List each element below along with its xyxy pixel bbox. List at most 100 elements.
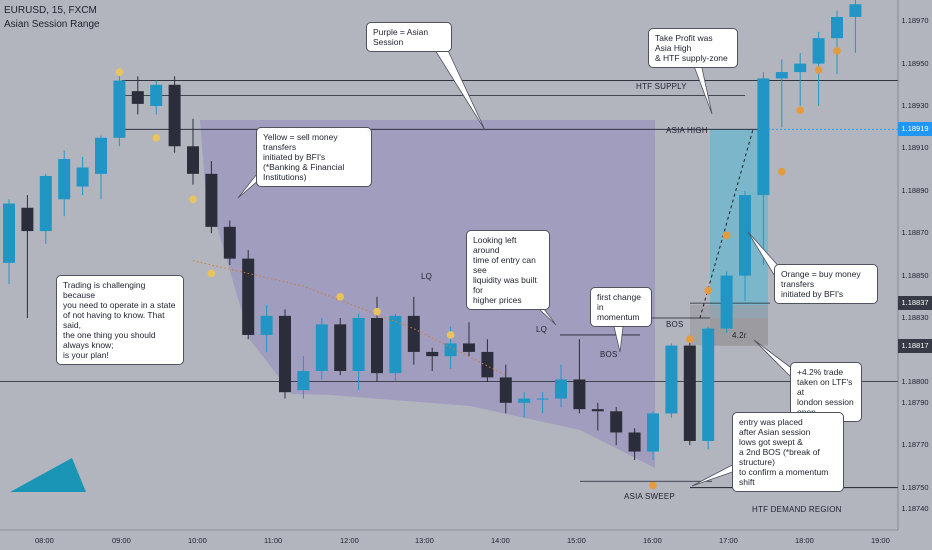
price-tick-label: 1.18740: [901, 503, 929, 513]
candle-body: [168, 84, 181, 147]
candle-body: [21, 207, 34, 232]
candle-body: [389, 315, 402, 374]
liquidity-dotted-line: [192, 260, 507, 376]
candle-body: [297, 371, 310, 391]
buy-transfer-dot: [704, 286, 712, 295]
buy-transfer-dot: [796, 106, 804, 115]
candle-body: [150, 84, 163, 106]
candle-body: [315, 324, 328, 371]
pointer-orange: [747, 231, 783, 279]
price-tick-label: 1.18790: [901, 397, 929, 407]
candle-body: [775, 72, 788, 79]
candle-body: [113, 80, 126, 138]
pointer-trade: [753, 339, 795, 381]
time-tick-label: 14:00: [491, 536, 510, 545]
buy-transfer-dot: [833, 47, 841, 55]
candle-body: [242, 258, 255, 335]
time-tick-label: 10:00: [188, 536, 207, 545]
sell-transfer-dot: [152, 134, 160, 142]
price-tick-label: 1.18850: [901, 270, 929, 280]
buy-transfer-dot: [814, 66, 823, 74]
candle-body: [499, 377, 512, 403]
price-tick-label: 1.18919: [898, 122, 932, 137]
candle-body: [371, 318, 383, 374]
asia-sweep-label: ASIA SWEEP: [624, 492, 675, 501]
asia-high-label: ASIA HIGH: [666, 126, 708, 135]
candle-body: [536, 398, 549, 400]
candle-body: [426, 351, 439, 357]
trade-path-line: [699, 129, 754, 319]
candle-body: [352, 318, 365, 371]
buy-transfer-dot: [778, 167, 786, 176]
price-tick-label: 1.18837: [898, 296, 932, 311]
candle-body: [628, 432, 641, 452]
time-tick-label: 18:00: [795, 536, 814, 545]
candle-body: [757, 78, 770, 196]
buy-transfer-dot: [686, 335, 694, 344]
price-tick-label: 1.18930: [901, 101, 929, 110]
candle-body: [39, 175, 52, 232]
candle-body: [334, 324, 347, 371]
price-tick-label: 1.18890: [901, 185, 929, 195]
candle-body: [665, 345, 678, 414]
symbol-title: EURUSD, 15, FXCM: [4, 5, 97, 16]
sell-transfer-dot: [189, 195, 197, 204]
candle-body: [683, 345, 696, 441]
candle-body: [3, 203, 15, 263]
bos-label-1: BOS: [600, 350, 618, 359]
candle-body: [849, 4, 862, 17]
price-tick-label: 1.18970: [901, 16, 929, 26]
candle-body: [187, 146, 199, 174]
pointer-entry: [691, 461, 739, 487]
callout-yellow-sell: Yellow = sell money transfers initiated …: [256, 127, 372, 187]
candle-body: [831, 16, 843, 39]
callout-looking-left: Looking left around time of entry can se…: [466, 230, 550, 310]
price-tick-label: 1.18770: [901, 440, 929, 450]
candle-body: [555, 379, 567, 399]
asian-session-zone: [200, 120, 655, 468]
price-tick-label: 1.18910: [901, 143, 929, 153]
htf-demand-label: HTF DEMAND REGION: [752, 505, 842, 514]
time-tick-label: 12:00: [340, 536, 359, 545]
pointer-purple: [429, 41, 486, 131]
candle-body: [794, 63, 807, 73]
brand-logo-triangle: [10, 458, 86, 492]
candle-body: [58, 159, 71, 200]
price-tick-label: 1.18817: [898, 338, 932, 353]
sell-transfer-dot: [115, 68, 124, 76]
candle-body: [591, 409, 604, 412]
candle-body: [131, 91, 144, 104]
time-tick-label: 09:00: [112, 536, 131, 545]
time-tick-label: 16:00: [643, 536, 662, 545]
sell-transfer-dot: [336, 293, 345, 301]
time-tick-label: 15:00: [567, 536, 586, 545]
time-tick-label: 17:00: [719, 536, 738, 545]
candle-body: [481, 351, 494, 378]
lq-label-2: LQ: [536, 325, 548, 334]
candle-body: [76, 167, 89, 187]
callout-take-profit: Take Profit was Asia High & HTF supply-z…: [648, 28, 738, 68]
sell-transfer-dot: [207, 269, 216, 278]
sell-transfer-dot: [373, 307, 381, 316]
price-tick-label: 1.18800: [901, 376, 929, 386]
bos-label-2: BOS: [666, 320, 684, 329]
candle-body: [573, 379, 586, 410]
time-tick-label: 08:00: [35, 536, 54, 545]
risk-reward-label: 4.2r: [732, 331, 747, 340]
candle-body: [95, 137, 107, 174]
time-tick-label: 19:00: [871, 536, 890, 545]
price-tick-label: 1.18870: [901, 228, 929, 238]
candle-body: [812, 38, 825, 64]
time-tick-label: 13:00: [415, 536, 434, 545]
htf-supply-label: HTF SUPPLY: [636, 82, 687, 91]
candle-body: [463, 343, 475, 352]
candle-body: [205, 173, 218, 227]
candle-body: [444, 343, 457, 357]
candle-body: [260, 315, 273, 335]
candle-body: [647, 413, 659, 452]
price-tick-label: 1.18950: [901, 58, 929, 68]
lq-label-1: LQ: [421, 272, 433, 281]
candle-body: [279, 315, 291, 393]
candle-body: [720, 275, 733, 329]
